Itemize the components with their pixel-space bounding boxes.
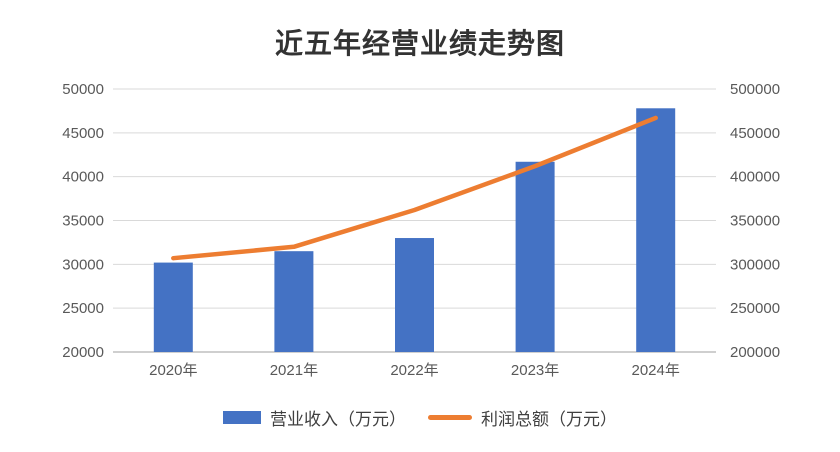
left-axis-tick-label: 20000	[62, 344, 104, 361]
right-axis-tick-label: 400000	[730, 169, 780, 186]
profit-line	[171, 115, 658, 261]
x-axis-label: 2021年	[270, 362, 318, 379]
revenue-bar	[395, 238, 434, 352]
legend-item-revenue: 营业收入（万元）	[223, 405, 406, 430]
right-axis-tick-label: 300000	[730, 256, 780, 273]
x-axis-label: 2022年	[390, 362, 438, 379]
x-axis-label: 2023年	[511, 362, 559, 379]
left-axis-tick-label: 30000	[62, 256, 104, 273]
left-axis-tick-label: 45000	[62, 125, 104, 142]
left-axis-tick-label: 35000	[62, 213, 104, 230]
revenue-bar	[274, 251, 314, 352]
revenue-bar	[515, 161, 555, 352]
profit-line-swatch	[428, 414, 472, 420]
right-axis-tick-label: 200000	[730, 344, 780, 361]
left-axis-tick-label: 50000	[62, 81, 104, 98]
right-axis-tick-label: 250000	[730, 300, 780, 317]
right-axis-tick-label: 450000	[730, 125, 780, 142]
legend-item-profit: 利润总额（万元）	[428, 405, 617, 430]
right-axis-tick-label: 350000	[730, 213, 780, 230]
revenue-bar	[636, 108, 676, 352]
legend-label-profit: 利润总额（万元）	[481, 409, 617, 429]
revenue-bar-swatch	[223, 410, 261, 424]
left-axis-tick-label: 25000	[62, 300, 104, 317]
legend: 营业收入（万元） 利润总额（万元）	[0, 402, 840, 432]
left-axis-tick-label: 40000	[62, 169, 104, 186]
right-axis-tick-label: 500000	[730, 81, 780, 98]
revenue-bar	[153, 262, 193, 352]
legend-label-revenue: 营业收入（万元）	[270, 409, 406, 429]
x-axis-label: 2020年	[149, 362, 197, 379]
chart-title: 近五年经营业绩走势图	[274, 29, 565, 60]
x-axis-label: 2024年	[632, 362, 680, 379]
